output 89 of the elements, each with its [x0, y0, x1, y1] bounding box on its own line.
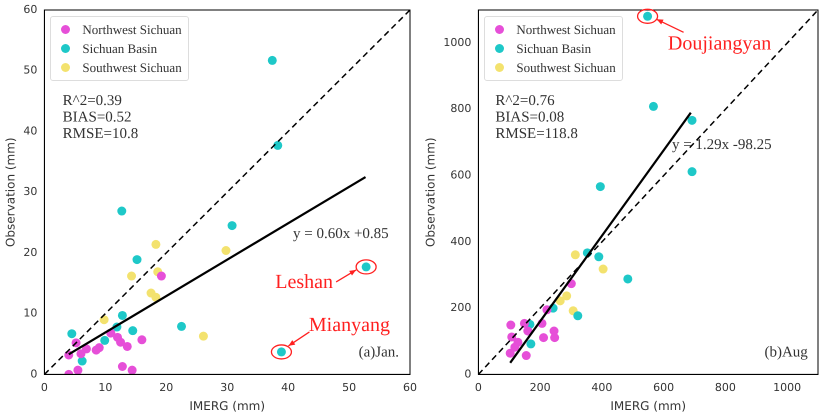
point — [598, 264, 608, 274]
point — [73, 366, 82, 374]
annotation: Doujiangyan — [668, 32, 772, 55]
point — [137, 335, 146, 344]
x-tick-label: 0 — [40, 380, 48, 394]
annotation: (a)Jan. — [358, 344, 400, 360]
point — [132, 255, 142, 264]
point — [594, 252, 604, 262]
point — [596, 182, 605, 192]
y-tick-label: 20 — [23, 246, 38, 259]
point — [522, 351, 531, 360]
y-tick-label: 600 — [450, 168, 472, 182]
x-tick-label: 60 — [403, 380, 417, 394]
point — [221, 246, 230, 256]
x-tick-label: 400 — [591, 380, 612, 394]
y-axis-title: Observation (mm) — [423, 137, 438, 248]
y-tick-label: 40 — [23, 124, 38, 138]
y-tick-label: 400 — [450, 234, 472, 248]
point — [128, 366, 137, 374]
point — [128, 326, 138, 336]
x-tick-label: 0 — [474, 380, 482, 394]
x-tick-label: 50 — [342, 380, 356, 394]
point — [151, 240, 160, 249]
point — [623, 274, 632, 284]
y-axis-title: Observation (mm) — [3, 137, 18, 248]
legend-label: Southwest Sichuan — [516, 60, 616, 76]
point — [506, 320, 516, 330]
x-tick-label: 600 — [653, 380, 674, 394]
y-tick-label: 60 — [23, 2, 38, 16]
y-tick-label: 0 — [30, 367, 38, 380]
annotation: R^2=0.76 — [495, 93, 556, 110]
y-tick-label: 50 — [23, 64, 38, 77]
point — [688, 116, 697, 125]
annotation: Leshan — [275, 271, 334, 294]
point — [118, 362, 127, 372]
point — [570, 250, 580, 260]
y-tick-label: 200 — [450, 301, 472, 314]
x-axis-title: IMERG (mm) — [610, 398, 686, 413]
point — [573, 311, 582, 320]
annotation: RMSE=10.8 — [62, 126, 138, 142]
y-tick-label: 0 — [464, 367, 472, 380]
annotation: R^2=0.39 — [62, 93, 122, 110]
point — [506, 348, 515, 358]
legend-label: Northwest Sichuan — [82, 22, 182, 38]
point — [268, 56, 277, 65]
legend-label: Sichuan Basin — [82, 40, 158, 56]
point — [648, 102, 658, 111]
point — [198, 332, 208, 341]
annotation: Mianyang — [308, 314, 390, 336]
annotation: BIAS=0.08 — [495, 109, 564, 126]
point — [67, 329, 76, 338]
y-tick-label: 10 — [23, 306, 38, 320]
x-tick-label: 40 — [281, 380, 296, 394]
annotation: (b)Aug — [764, 344, 808, 360]
y-tick-label: 1000 — [443, 36, 472, 49]
legend-label: Northwest Sichuan — [516, 22, 616, 38]
point — [100, 336, 110, 345]
y-tick-label: 30 — [23, 185, 38, 198]
x-tick-label: 200 — [530, 380, 551, 394]
point — [562, 291, 572, 300]
point — [510, 342, 520, 352]
point — [82, 344, 91, 354]
x-tick-label: 20 — [159, 380, 174, 394]
x-tick-label: 30 — [220, 380, 234, 394]
point — [94, 343, 104, 352]
point — [117, 206, 126, 216]
x-axis-title: IMERG (mm) — [189, 398, 266, 413]
point — [78, 356, 87, 366]
annotation: y = 0.60x +0.85 — [293, 226, 389, 242]
legend-label: Southwest Sichuan — [82, 60, 182, 76]
y-tick-label: 800 — [450, 102, 472, 116]
point — [539, 333, 548, 342]
point — [526, 339, 536, 348]
point — [122, 342, 132, 351]
point — [228, 221, 237, 230]
point — [177, 322, 186, 331]
x-tick-label: 1000 — [773, 380, 802, 394]
x-tick-label: 10 — [98, 380, 112, 394]
legend-label: Sichuan Basin — [516, 40, 592, 56]
point — [116, 338, 126, 347]
point — [688, 167, 697, 176]
point — [118, 310, 127, 320]
annotation: RMSE=118.8 — [495, 126, 578, 142]
x-tick-label: 800 — [714, 380, 736, 394]
point — [127, 272, 136, 281]
point — [550, 333, 560, 342]
annotation: y = 1.29x -98.25 — [672, 136, 772, 153]
annotation: BIAS=0.52 — [62, 109, 132, 126]
point — [156, 272, 166, 281]
